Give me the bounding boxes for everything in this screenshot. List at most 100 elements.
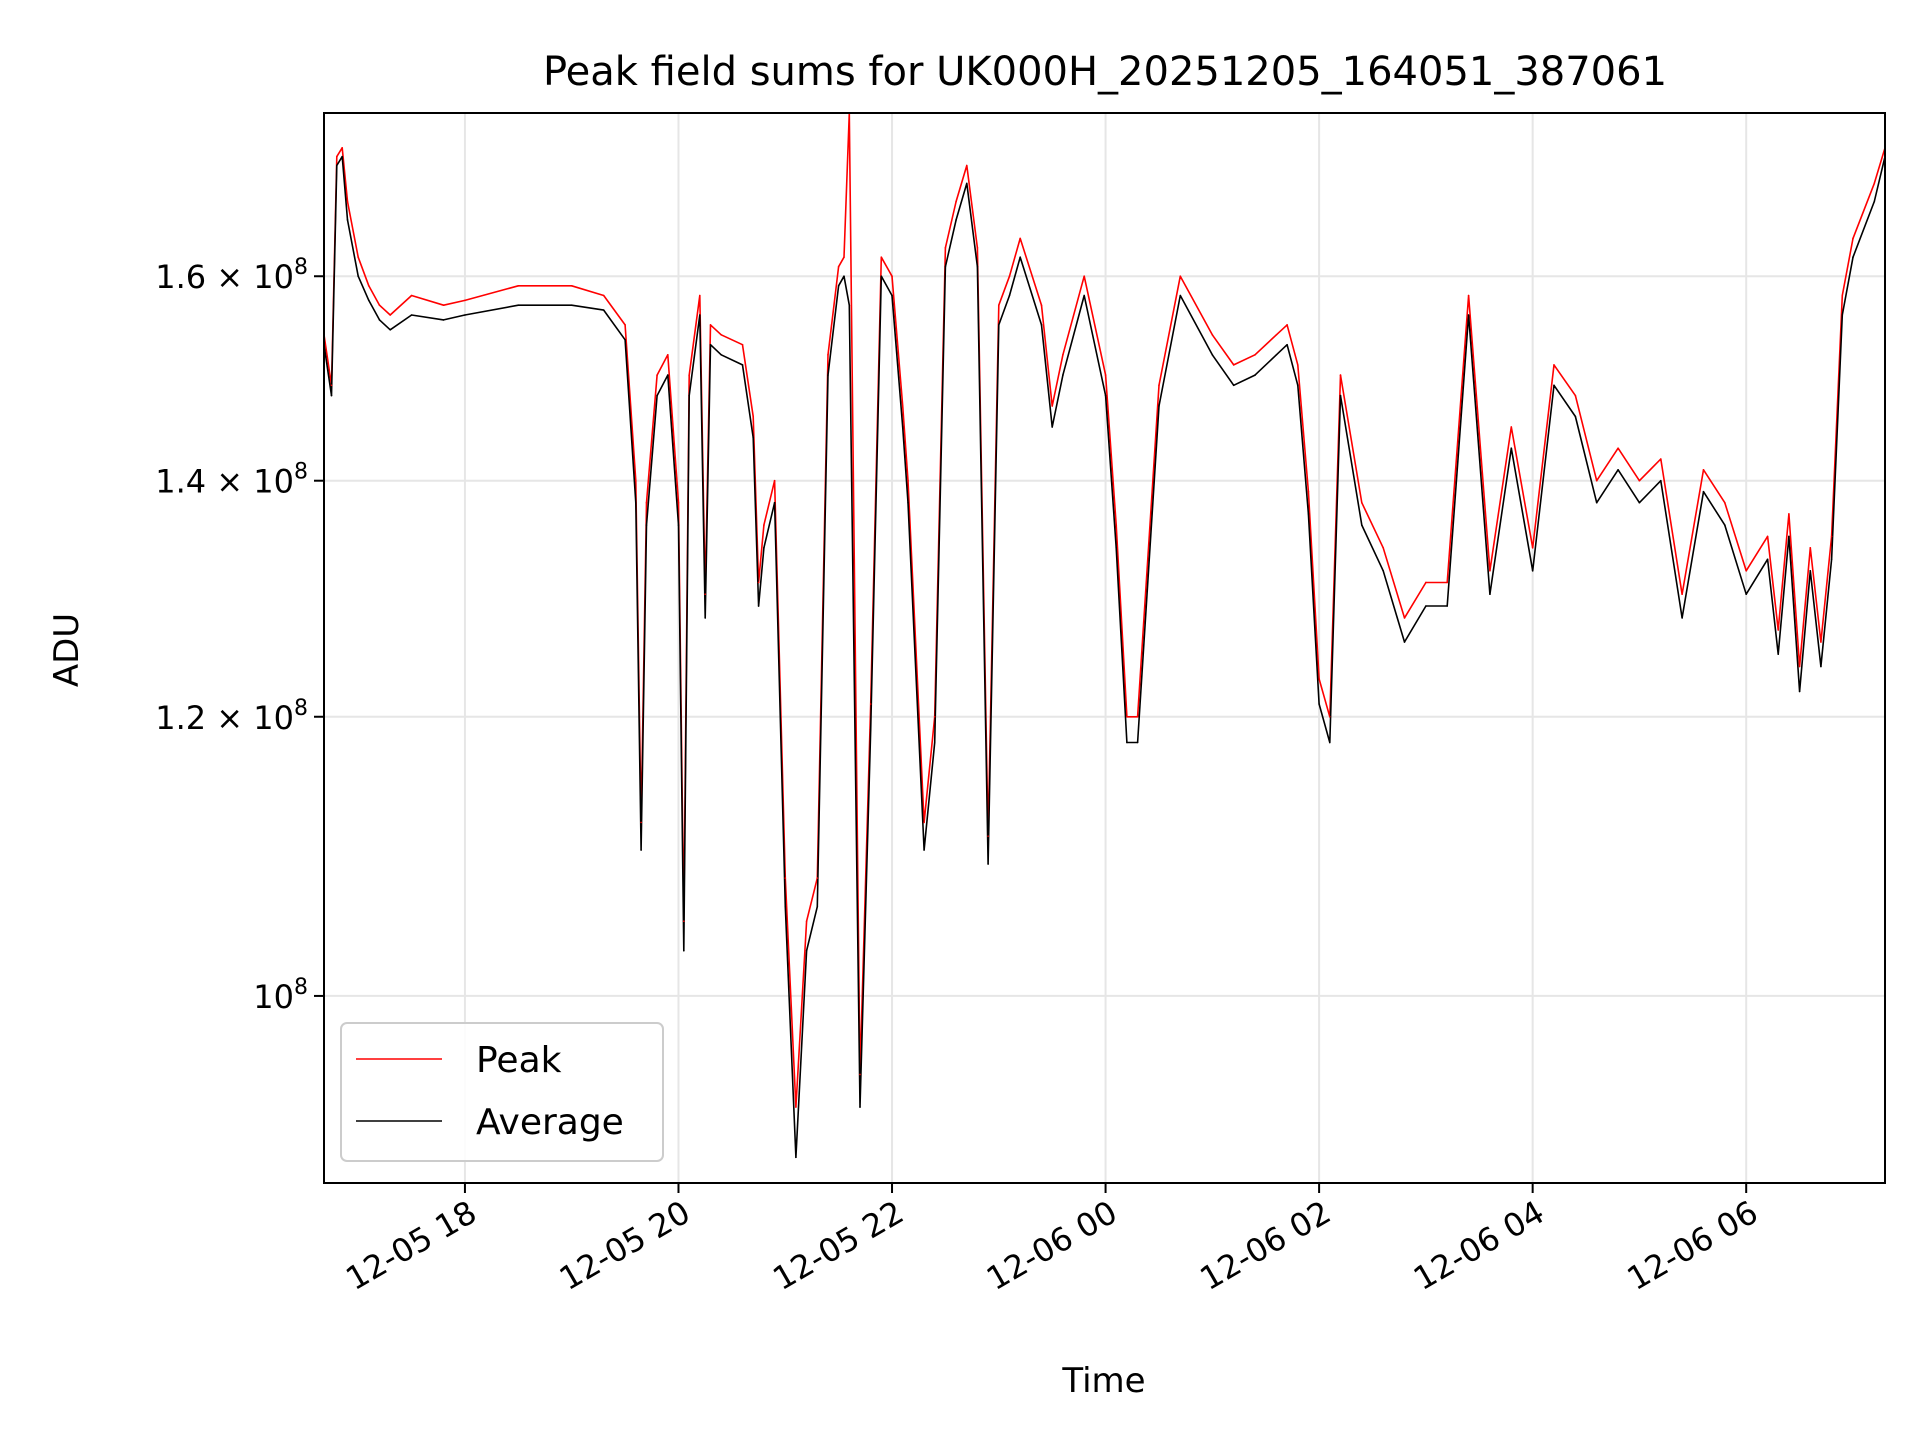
data-point-average (933, 741, 936, 744)
data-point-peak (1553, 364, 1555, 366)
data-point-average (997, 324, 1000, 326)
data-point-peak (955, 200, 957, 203)
data-point-average (1830, 558, 1833, 561)
data-point-average (859, 1106, 861, 1108)
data-point-peak (346, 200, 349, 203)
data-point-peak (837, 265, 840, 268)
data-point-average (640, 849, 642, 851)
data-point-average (330, 394, 333, 397)
data-point-average (1254, 374, 1256, 376)
data-point-peak (1702, 469, 1705, 471)
data-point-peak (602, 294, 605, 297)
data-point-peak (1638, 479, 1641, 482)
data-point-peak (1296, 364, 1299, 366)
data-point-peak (1275, 333, 1278, 336)
data-point-average (1040, 324, 1043, 326)
data-point-average (1136, 741, 1139, 744)
data-point-average (1809, 570, 1812, 572)
data-point-average (869, 728, 872, 731)
data-point-peak (1820, 641, 1822, 643)
data-point-peak (1446, 581, 1449, 584)
data-point-average (923, 849, 925, 851)
data-point-average (1318, 703, 1320, 705)
data-point-peak (677, 501, 680, 504)
data-point-peak (1873, 182, 1876, 185)
data-point-average (1126, 741, 1128, 744)
data-point-average (1158, 405, 1160, 407)
data-point-average (741, 364, 744, 366)
data-point-peak (683, 920, 685, 923)
data-point-average (1745, 593, 1747, 595)
data-point-peak (624, 324, 626, 326)
data-point-peak (1724, 501, 1726, 504)
data-point-peak (1489, 570, 1491, 572)
data-point-peak (1798, 665, 1801, 668)
data-point-peak (933, 715, 936, 718)
data-point-average (645, 524, 648, 526)
data-point-peak (869, 703, 872, 705)
legend: Peak Average (340, 1022, 664, 1162)
data-point-peak (1841, 294, 1844, 297)
data-point-average (1766, 558, 1769, 561)
data-point-average (1724, 524, 1726, 526)
data-point-peak (1361, 501, 1363, 504)
data-point-average (720, 353, 722, 356)
data-point-peak (656, 374, 658, 376)
data-point-average (1638, 501, 1641, 504)
data-point-peak (1179, 275, 1182, 278)
data-point-peak (389, 314, 391, 316)
data-point-peak (1617, 447, 1619, 450)
data-point-average (1446, 605, 1449, 607)
data-point-peak (368, 285, 370, 287)
y-tick-label: 1.6 × 108 (155, 255, 308, 296)
data-point-peak (720, 333, 722, 336)
data-point-average (1574, 415, 1577, 418)
data-point-average (1286, 343, 1288, 346)
data-point-peak (944, 247, 947, 249)
data-point-peak (907, 479, 909, 482)
data-point-average (624, 338, 626, 341)
data-point-peak (1136, 715, 1139, 718)
data-point-peak (1531, 546, 1534, 549)
data-point-average (442, 319, 445, 321)
data-point-average (763, 546, 765, 549)
data-point-average (907, 501, 909, 504)
data-point-average (827, 374, 829, 376)
data-point-average (656, 394, 658, 397)
data-point-average (1008, 294, 1011, 297)
data-point-peak (965, 164, 968, 167)
data-point-peak (442, 304, 445, 307)
data-point-peak (1318, 678, 1320, 680)
data-point-average (1361, 524, 1363, 526)
data-point-average (976, 265, 979, 268)
data-point-peak (1830, 535, 1833, 538)
data-point-average (1115, 546, 1118, 549)
data-point-peak (1019, 237, 1021, 240)
data-point-peak (704, 593, 706, 595)
data-point-peak (1051, 405, 1053, 407)
data-point-average (987, 863, 989, 865)
data-point-peak (1062, 353, 1064, 356)
data-point-average (1531, 570, 1534, 572)
data-point-peak (378, 304, 381, 307)
data-point-average (634, 501, 637, 504)
data-point-peak (1328, 715, 1331, 718)
data-point-average (1328, 741, 1331, 744)
data-point-average (570, 304, 573, 307)
data-point-peak (1339, 374, 1342, 376)
data-point-peak (1659, 458, 1662, 460)
data-point-peak (1745, 570, 1747, 572)
data-point-peak (757, 581, 760, 584)
data-point-average (901, 426, 904, 428)
x-axis-label: Time (1061, 1361, 1145, 1401)
data-point-peak (1232, 364, 1235, 366)
data-point-average (1777, 653, 1780, 656)
data-point-peak (816, 877, 819, 879)
plot-frame (323, 112, 1886, 1184)
data-point-average (341, 155, 343, 158)
data-point-peak (688, 374, 690, 376)
data-point-peak (1286, 324, 1288, 326)
data-point-peak (1126, 715, 1128, 718)
data-point-peak (997, 304, 1000, 307)
